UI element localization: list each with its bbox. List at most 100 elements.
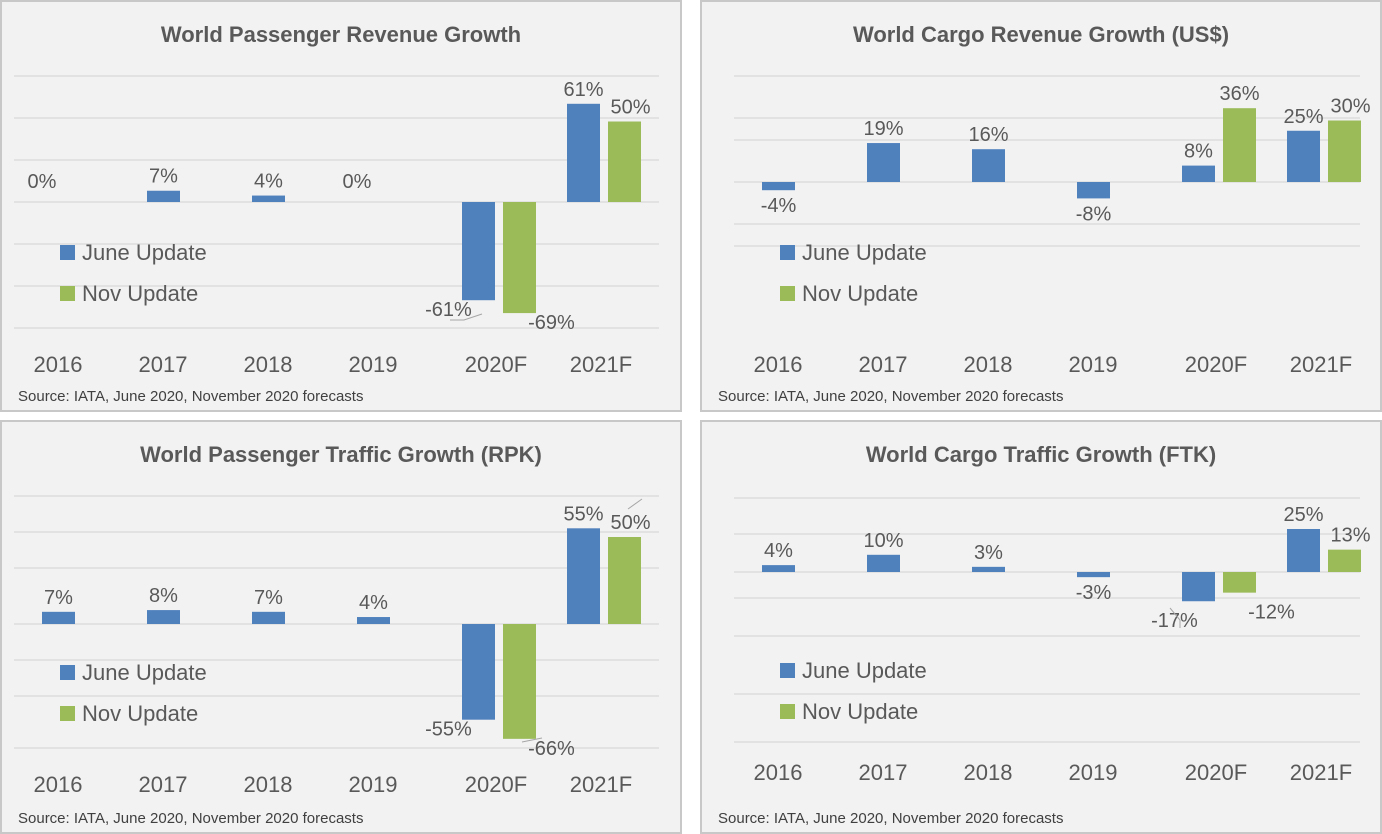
x-tick-label: 2016	[754, 760, 803, 785]
bar-june-2016	[762, 182, 795, 191]
bar-june-2021F	[1287, 529, 1320, 572]
bar-june-2021F	[567, 103, 600, 202]
legend-label: Nov Update	[802, 699, 918, 724]
bar-nov-2020F	[503, 202, 536, 314]
bar-june-2018	[972, 566, 1005, 572]
data-label: 25%	[1283, 504, 1323, 526]
data-label: -61%	[425, 299, 472, 321]
chart-title: World Passenger Revenue Growth	[160, 22, 522, 47]
data-label: -17%	[1151, 610, 1198, 632]
bar-june-2020F	[1182, 572, 1215, 602]
bar-june-2019	[1077, 572, 1110, 578]
x-tick-label: 2017	[859, 760, 908, 785]
chart-source-note: Source: IATA, June 2020, November 2020 f…	[718, 810, 1064, 827]
legend-swatch	[60, 245, 75, 260]
bar-nov-2021F	[608, 121, 641, 202]
chart-panel-cargo-revenue: World Cargo Revenue Growth (US$) 2016 -4%…	[700, 0, 1382, 412]
bar-june-2016	[762, 565, 795, 572]
legend-label: Nov Update	[82, 701, 198, 726]
chart-title: World Cargo Traffic Growth (FTK)	[865, 442, 1217, 467]
data-label: -3%	[1076, 582, 1112, 604]
bar-june-2018	[252, 611, 285, 624]
x-tick-label: 2018	[244, 352, 293, 377]
x-tick-label: 2018	[964, 352, 1013, 377]
bar-june-2016	[42, 611, 75, 624]
data-label: 8%	[149, 585, 178, 607]
data-label: 3%	[974, 542, 1003, 564]
chart-panel-cargo-traffic: World Cargo Traffic Growth (FTK) 2016 4% 2…	[700, 420, 1382, 834]
x-tick-label: 2018	[244, 772, 293, 797]
x-tick-label: 2018	[964, 760, 1013, 785]
x-tick-label: 2021F	[570, 352, 632, 377]
bar-june-2018	[972, 149, 1005, 182]
data-label: 36%	[1219, 83, 1259, 105]
data-label: 7%	[44, 587, 73, 609]
data-label: 4%	[764, 540, 793, 562]
data-label: 7%	[149, 166, 178, 188]
label-leader-line	[627, 498, 643, 510]
legend-label: Nov Update	[82, 281, 198, 306]
data-label: -69%	[528, 312, 575, 334]
data-label: -55%	[425, 719, 472, 741]
legend-label: Nov Update	[802, 281, 918, 306]
x-tick-label: 2021F	[570, 772, 632, 797]
x-tick-label: 2019	[1069, 352, 1118, 377]
bar-june-2021F	[1287, 130, 1320, 182]
chart-cargo-revenue: 2016 -4% 2017 19% 2018 16% 2019 -8% 2020F 8% 36% 20…	[734, 75, 1371, 377]
data-label: 19%	[863, 118, 903, 140]
data-label: 25%	[1283, 106, 1323, 128]
label-leader-line	[521, 737, 543, 743]
x-tick-label: 2016	[34, 772, 83, 797]
legend-label: June Update	[82, 240, 207, 265]
chart-cargo-traffic: 2016 4% 2017 10% 2018 3% 2019 -3% 2020F -17% -12% 2…	[734, 497, 1371, 785]
legend-swatch	[780, 704, 795, 719]
bar-june-2021F	[567, 528, 600, 624]
data-label: 0%	[28, 171, 57, 193]
data-label: 30%	[1330, 96, 1370, 118]
x-tick-label: 2020F	[1185, 760, 1247, 785]
data-label: 50%	[610, 97, 650, 119]
x-tick-label: 2016	[34, 352, 83, 377]
data-label: -4%	[761, 195, 797, 217]
data-label: -12%	[1248, 602, 1295, 624]
data-label: 16%	[968, 124, 1008, 146]
bar-nov-2020F	[1223, 572, 1256, 593]
bar-june-2019	[357, 617, 390, 624]
x-tick-label: 2019	[1069, 760, 1118, 785]
data-label: 13%	[1330, 525, 1370, 547]
bar-june-2017	[867, 554, 900, 572]
bar-june-2017	[147, 610, 180, 624]
bar-nov-2021F	[1328, 120, 1361, 182]
x-tick-label: 2020F	[1185, 352, 1247, 377]
bar-june-2017	[867, 143, 900, 182]
legend-label: June Update	[802, 658, 927, 683]
data-label: 0%	[343, 171, 372, 193]
chart-title: World Cargo Revenue Growth (US$)	[852, 22, 1230, 47]
legend-label: June Update	[82, 660, 207, 685]
chart-passenger-traffic: 2016 7% 2017 8% 2018 7% 2019 4% 2020F -55% -66% 202…	[14, 495, 659, 797]
x-tick-label: 2021F	[1290, 352, 1352, 377]
data-label: -8%	[1076, 203, 1112, 225]
data-label: 4%	[254, 171, 283, 193]
x-tick-label: 2017	[859, 352, 908, 377]
bar-june-2020F	[462, 624, 495, 720]
data-label: 8%	[1184, 141, 1213, 163]
data-label: 50%	[610, 512, 650, 534]
label-leader-line	[1169, 607, 1181, 628]
legend-swatch	[60, 286, 75, 301]
legend-swatch	[780, 286, 795, 301]
x-tick-label: 2017	[139, 352, 188, 377]
legend-swatch	[780, 245, 795, 260]
chart-passenger-revenue: 2016 0% 2017 7% 2018 4% 2019 0% 2020F -61% -69% 202…	[14, 75, 659, 377]
data-label: 10%	[863, 530, 903, 552]
bar-june-2020F	[1182, 165, 1215, 182]
x-tick-label: 2016	[754, 352, 803, 377]
data-label: 55%	[563, 503, 603, 525]
bar-june-2019	[1077, 182, 1110, 199]
chart-source-note: Source: IATA, June 2020, November 2020 f…	[718, 388, 1064, 405]
bar-nov-2020F	[503, 624, 536, 739]
bar-june-2017	[147, 190, 180, 202]
x-tick-label: 2021F	[1290, 760, 1352, 785]
chart-source-note: Source: IATA, June 2020, November 2020 f…	[18, 388, 364, 405]
x-tick-label: 2019	[349, 352, 398, 377]
